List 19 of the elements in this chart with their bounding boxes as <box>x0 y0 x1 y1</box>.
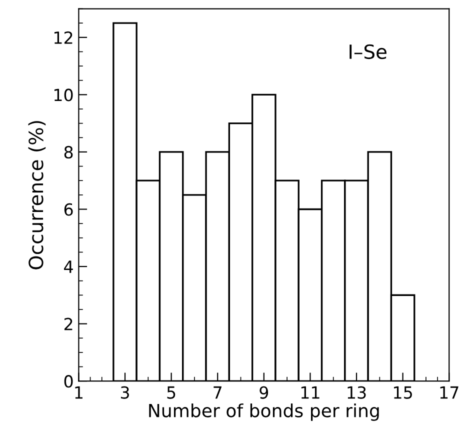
annotation: I–Se <box>350 44 386 60</box>
y-tick-label: 6 <box>64 203 73 216</box>
y-tick-label: 2 <box>64 318 72 330</box>
x-tick-label: 1 <box>75 386 82 399</box>
x-tick-label: 13 <box>348 386 366 399</box>
x-tick-label: 9 <box>260 386 268 399</box>
x-tick-label: 7 <box>214 386 222 399</box>
x-tick-label: 11 <box>301 386 320 399</box>
y-tick-label: 8 <box>64 146 73 159</box>
x-tick-label: 5 <box>167 386 176 399</box>
x-tick-label: 17 <box>440 386 458 399</box>
y-axis-title: Occurrence (%) <box>28 121 46 270</box>
x-tick-label: 15 <box>394 386 412 399</box>
y-tick-label: 0 <box>64 375 73 388</box>
y-tick-label: 10 <box>54 88 73 102</box>
y-tick-label: 4 <box>64 260 73 273</box>
x-axis-title: Number of bonds per ring <box>149 403 379 421</box>
y-tick-label: 12 <box>54 31 72 44</box>
x-tick-label: 3 <box>120 386 129 399</box>
